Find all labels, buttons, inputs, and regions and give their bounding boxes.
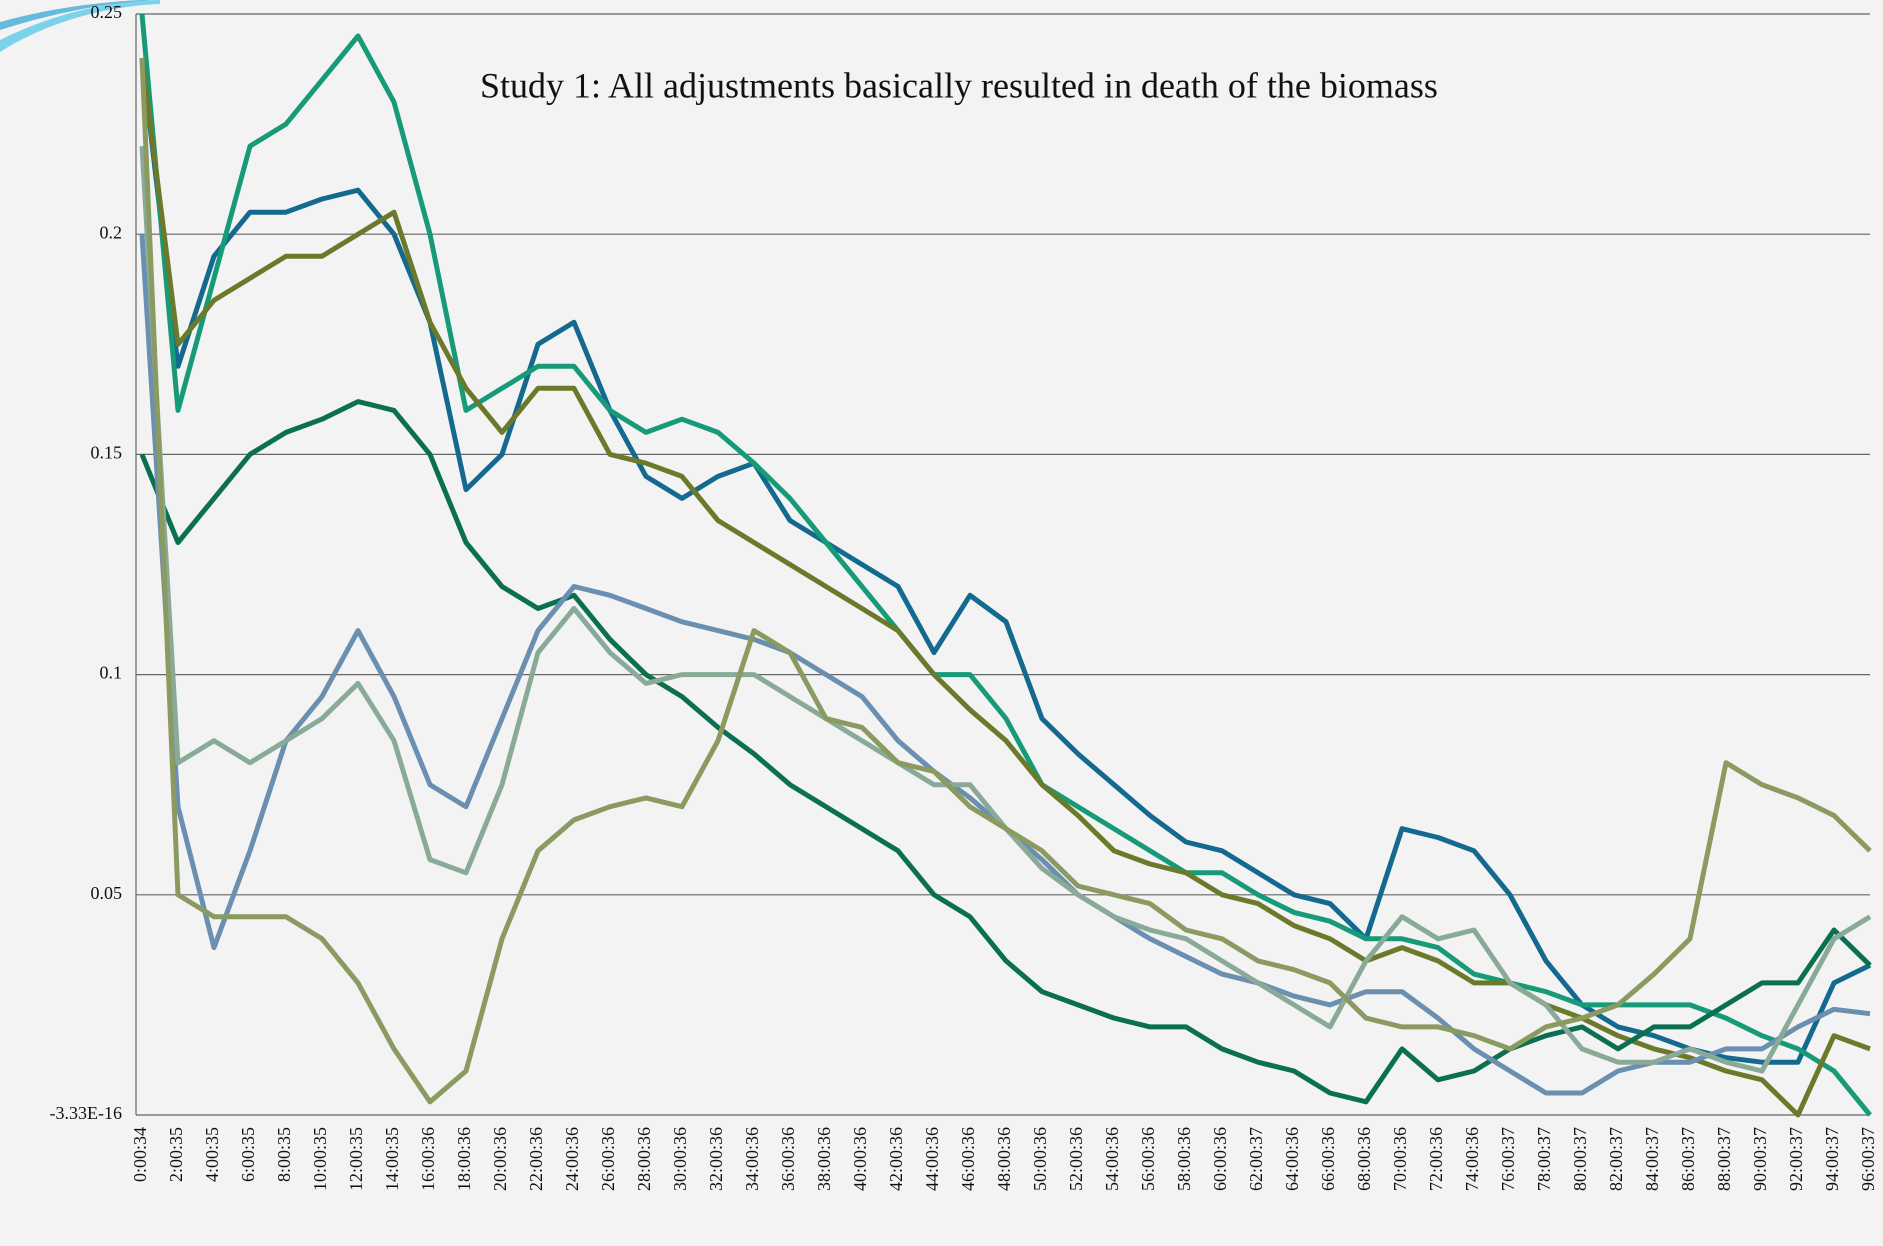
x-tick-label: 68:00:36 xyxy=(1354,1127,1374,1191)
x-tick-label: 38:00:36 xyxy=(814,1127,834,1191)
x-tick-label: 46:00:36 xyxy=(958,1127,978,1191)
x-tick-label: 84:00:37 xyxy=(1642,1127,1662,1191)
x-tick-label: 82:00:37 xyxy=(1606,1127,1626,1191)
x-tick-label: 94:00:37 xyxy=(1822,1127,1842,1191)
x-tick-label: 34:00:36 xyxy=(742,1127,762,1191)
x-tick-label: 0:00:34 xyxy=(130,1127,150,1182)
x-tick-label: 44:00:36 xyxy=(922,1127,942,1191)
x-tick-label: 66:00:36 xyxy=(1318,1127,1338,1191)
x-tick-label: 16:00:36 xyxy=(418,1127,438,1191)
x-tick-label: 90:00:37 xyxy=(1750,1127,1770,1191)
x-tick-label: 62:00:37 xyxy=(1246,1127,1266,1191)
x-tick-label: 92:00:37 xyxy=(1786,1127,1806,1191)
x-tick-label: 86:00:37 xyxy=(1678,1127,1698,1191)
x-tick-label: 72:00:36 xyxy=(1426,1127,1446,1191)
x-tick-label: 8:00:35 xyxy=(274,1127,294,1182)
corner-decoration xyxy=(0,0,160,52)
x-tick-label: 80:00:37 xyxy=(1570,1127,1590,1191)
x-tick-label: 96:00:37 xyxy=(1858,1127,1878,1191)
corner-decoration xyxy=(0,0,150,30)
x-tick-label: 58:00:36 xyxy=(1174,1127,1194,1191)
x-tick-label: 74:00:36 xyxy=(1462,1127,1482,1191)
series-line xyxy=(139,57,1872,1065)
x-tick-label: 50:00:36 xyxy=(1030,1127,1050,1191)
x-tick-label: 52:00:36 xyxy=(1066,1127,1086,1191)
x-tick-label: 56:00:36 xyxy=(1138,1127,1158,1191)
x-tick-label: 18:00:36 xyxy=(454,1127,474,1191)
x-tick-label: 76:00:37 xyxy=(1498,1127,1518,1191)
x-tick-label: 10:00:35 xyxy=(310,1127,330,1191)
y-tick-label: 0.1 xyxy=(100,663,123,683)
x-tick-label: 54:00:36 xyxy=(1102,1127,1122,1191)
series-line xyxy=(139,145,1872,1074)
x-tick-label: 26:00:36 xyxy=(598,1127,618,1191)
x-tick-label: 78:00:37 xyxy=(1534,1127,1554,1191)
y-tick-label: 0.25 xyxy=(91,2,123,22)
x-tick-label: 22:00:36 xyxy=(526,1127,546,1191)
chart-title: Study 1: All adjustments basically resul… xyxy=(480,65,1438,105)
x-tick-label: 70:00:36 xyxy=(1390,1127,1410,1191)
y-tick-label: 0.05 xyxy=(91,883,123,903)
x-tick-label: 88:00:37 xyxy=(1714,1127,1734,1191)
x-tick-label: 6:00:35 xyxy=(238,1127,258,1182)
x-tick-label: 30:00:36 xyxy=(670,1127,690,1191)
x-tick-label: 4:00:35 xyxy=(202,1127,222,1182)
y-tick-label: 0.2 xyxy=(100,222,123,242)
y-tick-label: 0.15 xyxy=(91,443,123,463)
x-tick-label: 20:00:36 xyxy=(490,1127,510,1191)
x-tick-label: 60:00:36 xyxy=(1210,1127,1230,1191)
x-tick-label: 42:00:36 xyxy=(886,1127,906,1191)
series-line xyxy=(139,399,1872,1105)
x-tick-label: 48:00:36 xyxy=(994,1127,1014,1191)
x-tick-label: 32:00:36 xyxy=(706,1127,726,1191)
series-line xyxy=(139,57,1871,1118)
series-line xyxy=(139,13,1872,1117)
x-tick-label: 36:00:36 xyxy=(778,1127,798,1191)
series-line xyxy=(139,57,1872,1105)
x-tick-label: 64:00:36 xyxy=(1282,1127,1302,1191)
y-tick-label: -3.33E-16 xyxy=(50,1103,122,1123)
x-tick-label: 28:00:36 xyxy=(634,1127,654,1191)
x-tick-label: 14:00:35 xyxy=(382,1127,402,1191)
x-tick-label: 40:00:36 xyxy=(850,1127,870,1191)
x-tick-label: 12:00:35 xyxy=(346,1127,366,1191)
x-tick-label: 2:00:35 xyxy=(166,1127,186,1182)
x-tick-label: 24:00:36 xyxy=(562,1127,582,1191)
